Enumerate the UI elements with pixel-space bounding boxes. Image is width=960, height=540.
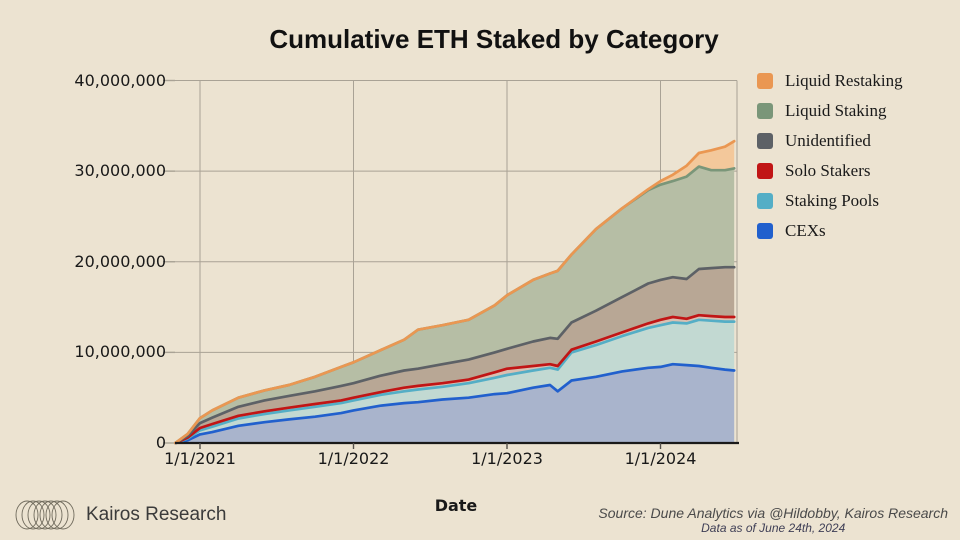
- y-tick-label: 30,000,000: [74, 161, 166, 181]
- brand-name: Kairos Research: [86, 504, 227, 525]
- area-liquid-staking: [175, 166, 735, 443]
- x-tick-label: 1/1/2021: [164, 449, 236, 468]
- source-line: Source: Dune Analytics via @Hildobby, Ka…: [598, 505, 948, 521]
- y-tick-label: 40,000,000: [74, 70, 166, 90]
- y-tick-label: 0: [155, 433, 166, 452]
- area-staking-pools: [175, 319, 735, 443]
- legend-label: Solo Stakers: [785, 161, 871, 180]
- legend-swatch-icon: [757, 163, 773, 179]
- legend-item: Liquid Staking: [757, 96, 903, 126]
- legend-label: Staking Pools: [785, 191, 879, 210]
- legend-swatch-icon: [757, 73, 773, 89]
- legend-swatch-icon: [757, 193, 773, 209]
- source-attribution: Source: Dune Analytics via @Hildobby, Ka…: [598, 505, 948, 535]
- x-tick-label: 1/1/2023: [471, 449, 543, 468]
- x-tick-label: 1/1/2022: [317, 449, 390, 468]
- y-tick-label: 10,000,000: [74, 342, 166, 362]
- legend-item: Solo Stakers: [757, 156, 903, 186]
- line-staking-pools: [174, 318, 736, 445]
- legend-label: CEXs: [785, 221, 826, 240]
- legend-swatch-icon: [757, 103, 773, 119]
- area-unidentified: [175, 267, 735, 443]
- x-axis-title: Date: [434, 496, 478, 515]
- area-cexs: [175, 364, 735, 443]
- legend-item: Staking Pools: [757, 186, 903, 216]
- data-as-of-line: Data as of June 24th, 2024: [701, 521, 846, 535]
- line-cexs: [174, 362, 736, 445]
- legend-label: Unidentified: [785, 131, 871, 150]
- legend-item: Liquid Restaking: [757, 66, 903, 96]
- legend-item: Unidentified: [757, 126, 903, 156]
- legend-item: CEXs: [757, 216, 903, 246]
- line-unidentified: [174, 265, 736, 445]
- kairos-logo-icon: [15, 500, 75, 530]
- legend-label: Liquid Staking: [785, 101, 887, 120]
- y-tick-label: 20,000,000: [74, 251, 166, 271]
- brand-footer: Kairos Research: [14, 497, 226, 533]
- legend-label: Liquid Restaking: [785, 71, 903, 90]
- legend-swatch-icon: [757, 223, 773, 239]
- legend-swatch-icon: [757, 133, 773, 149]
- line-liquid-restaking: [174, 139, 736, 445]
- line-solo-stakers: [174, 313, 736, 445]
- x-tick-label: 1/1/2024: [624, 449, 697, 468]
- legend: Liquid Restaking Liquid Staking Unidentifi…: [757, 66, 903, 246]
- chart-title: Cumulative ETH Staked by Category: [269, 24, 719, 54]
